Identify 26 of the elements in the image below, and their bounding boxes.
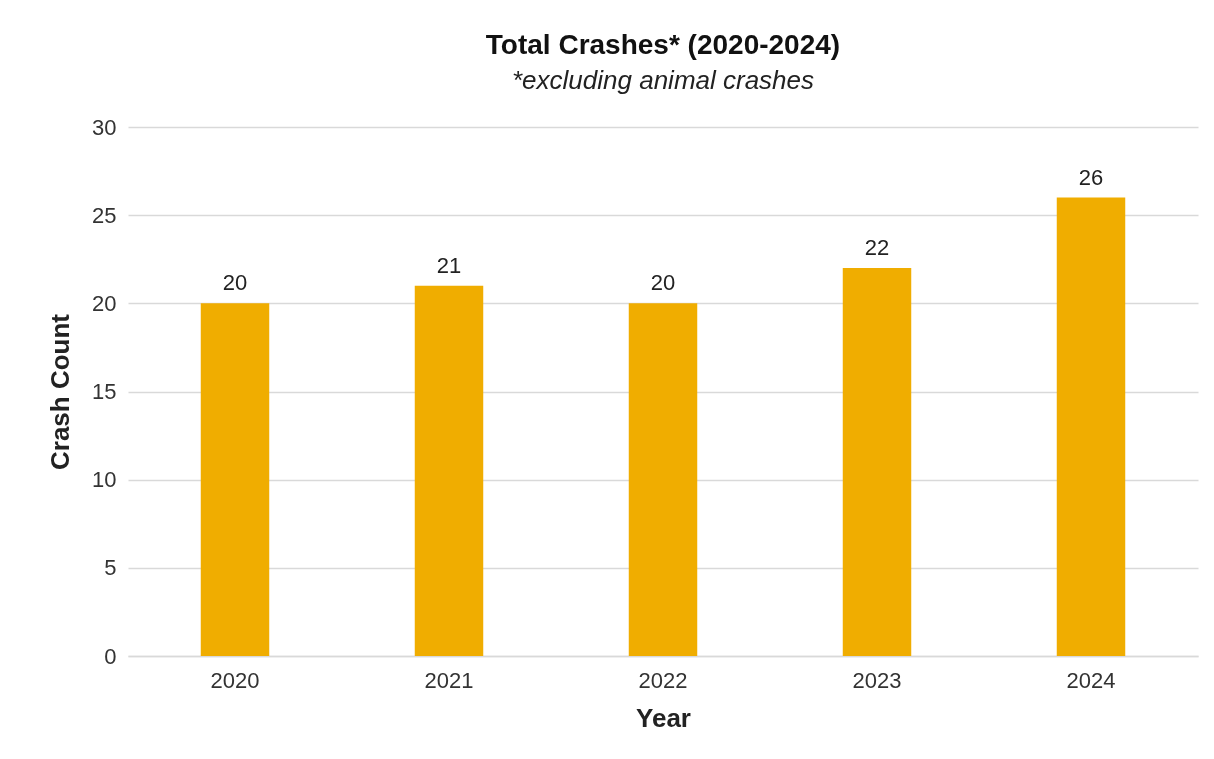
y-tick-label: 0	[104, 643, 117, 669]
bar	[628, 303, 698, 656]
x-tick-label: 2020	[210, 667, 260, 693]
y-tick-label: 25	[92, 202, 117, 228]
data-label: 21	[436, 252, 462, 278]
data-label: 20	[222, 270, 248, 296]
chart-title: Total Crashes* (2020-2024)	[485, 29, 841, 60]
y-tick-label: 20	[92, 290, 117, 316]
x-tick-label: 2021	[424, 667, 474, 693]
y-axis-title: Crash Count	[45, 313, 76, 470]
y-tick-label: 5	[104, 555, 117, 581]
x-tick-label: 2022	[638, 667, 688, 693]
y-tick-label: 15	[92, 379, 117, 404]
data-label: 26	[1078, 164, 1104, 190]
data-label: 20	[650, 270, 676, 296]
y-tick-label: 30	[92, 114, 117, 140]
bar	[1056, 197, 1126, 656]
x-tick-label: 2023	[852, 667, 902, 693]
bar	[414, 285, 484, 656]
bar	[842, 268, 912, 656]
data-label: 22	[864, 235, 890, 261]
chart-subtitle: *excluding animal crashes	[511, 65, 815, 95]
bar	[200, 303, 270, 656]
y-tick-label: 10	[92, 467, 117, 493]
x-tick-label: 2024	[1066, 667, 1116, 693]
x-axis-title: Year	[636, 702, 691, 733]
